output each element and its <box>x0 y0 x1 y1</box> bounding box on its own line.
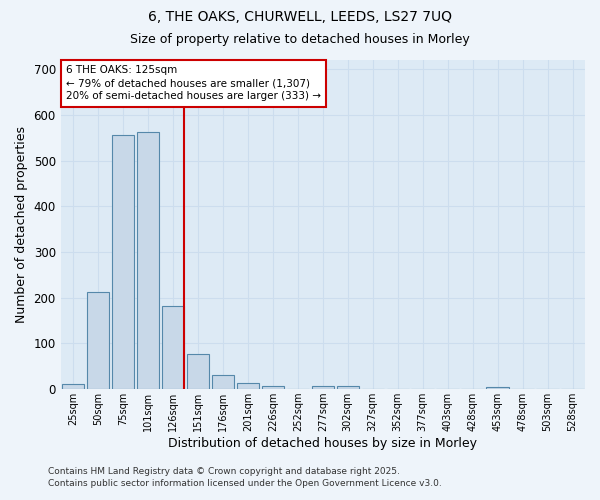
Bar <box>112 136 134 389</box>
Bar <box>337 386 359 389</box>
Y-axis label: Number of detached properties: Number of detached properties <box>15 126 28 323</box>
Bar <box>487 388 509 389</box>
Bar <box>87 292 109 389</box>
Bar <box>236 383 259 389</box>
Bar <box>212 376 234 389</box>
Text: 6 THE OAKS: 125sqm
← 79% of detached houses are smaller (1,307)
20% of semi-deta: 6 THE OAKS: 125sqm ← 79% of detached hou… <box>66 65 321 102</box>
Bar <box>262 386 284 389</box>
Bar <box>311 386 334 389</box>
Text: Size of property relative to detached houses in Morley: Size of property relative to detached ho… <box>130 32 470 46</box>
Bar <box>137 132 159 389</box>
X-axis label: Distribution of detached houses by size in Morley: Distribution of detached houses by size … <box>169 437 478 450</box>
Bar <box>162 306 184 389</box>
Text: Contains HM Land Registry data © Crown copyright and database right 2025.
Contai: Contains HM Land Registry data © Crown c… <box>48 466 442 487</box>
Bar <box>187 354 209 389</box>
Bar <box>62 384 85 389</box>
Text: 6, THE OAKS, CHURWELL, LEEDS, LS27 7UQ: 6, THE OAKS, CHURWELL, LEEDS, LS27 7UQ <box>148 10 452 24</box>
